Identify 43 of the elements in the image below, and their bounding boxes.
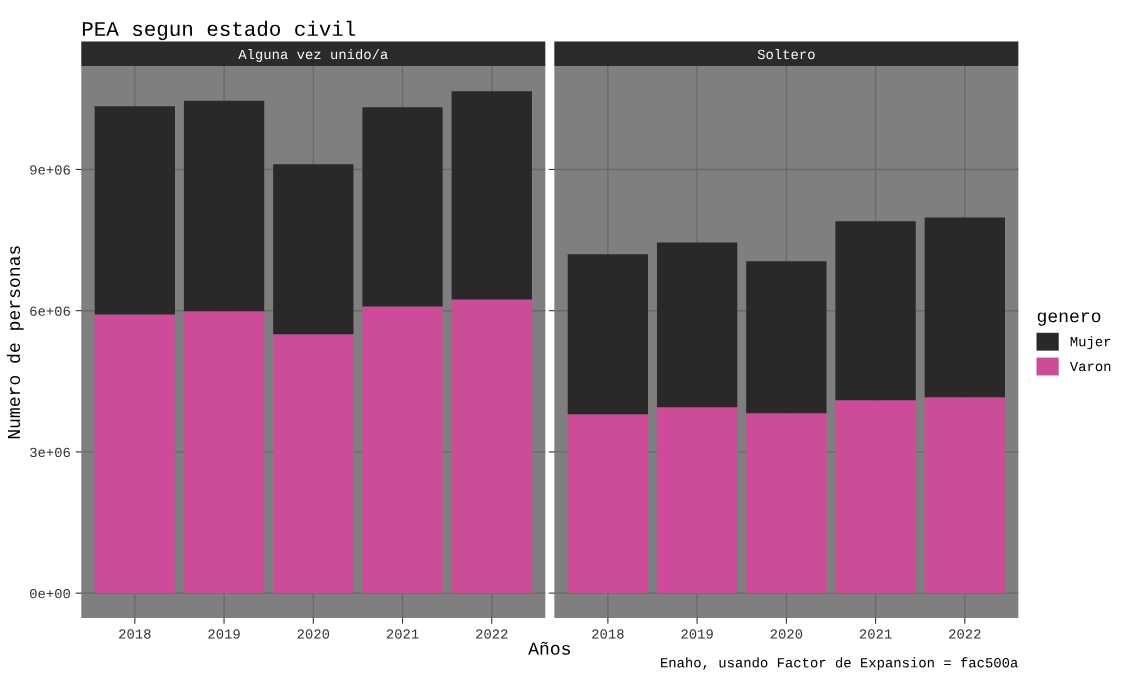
legend-label: Mujer	[1070, 336, 1111, 350]
x-tick-label: 2021	[859, 629, 892, 639]
bar	[362, 306, 443, 594]
bar	[94, 314, 175, 594]
text: Enaho, usando Factor de Expansion = fac500a	[661, 657, 1018, 671]
chart-subtitle: Alguna vez unido/a	[238, 48, 388, 62]
bar	[362, 107, 443, 307]
bar	[451, 299, 532, 594]
y-axis-title: Numero de personas	[6, 246, 24, 439]
x-tick-label: 2019	[208, 629, 240, 639]
bar	[656, 242, 738, 408]
bar	[273, 164, 354, 335]
x-tick-label: 2020	[770, 629, 803, 639]
y-tick-label: 0e+00	[30, 588, 71, 599]
bar	[656, 407, 738, 594]
legend-title: genero	[1037, 312, 1101, 326]
bar	[746, 413, 827, 594]
legend-label: Varon	[1069, 361, 1111, 372]
bar	[183, 311, 265, 594]
x-tick-label: 2018	[119, 629, 151, 639]
bar	[567, 414, 649, 594]
x-axis-title: Años	[528, 641, 570, 655]
x-tick-label: 2021	[386, 629, 419, 639]
y-tick-label: 3e+06	[30, 447, 70, 458]
bar	[835, 400, 916, 594]
bar	[183, 100, 265, 312]
x-tick-label: 2018	[592, 629, 624, 639]
y-tick-label: 6e+06	[30, 306, 70, 316]
bar	[746, 261, 827, 414]
x-tick-label: 2020	[297, 629, 330, 639]
x-tick-label: 2019	[681, 629, 713, 639]
chart-title: PEA segun estado civil	[82, 20, 356, 41]
x-tick-label: 2022	[476, 629, 508, 639]
bar	[924, 397, 1005, 594]
y-tick-label: 9e+06	[30, 165, 70, 175]
bar	[451, 91, 532, 300]
bar	[835, 221, 916, 401]
bar	[567, 254, 649, 415]
bar	[924, 217, 1005, 398]
chart-subtitle: Soltero	[757, 48, 815, 60]
bar	[94, 106, 175, 315]
bar	[273, 334, 354, 594]
x-tick-label: 2022	[949, 629, 981, 639]
